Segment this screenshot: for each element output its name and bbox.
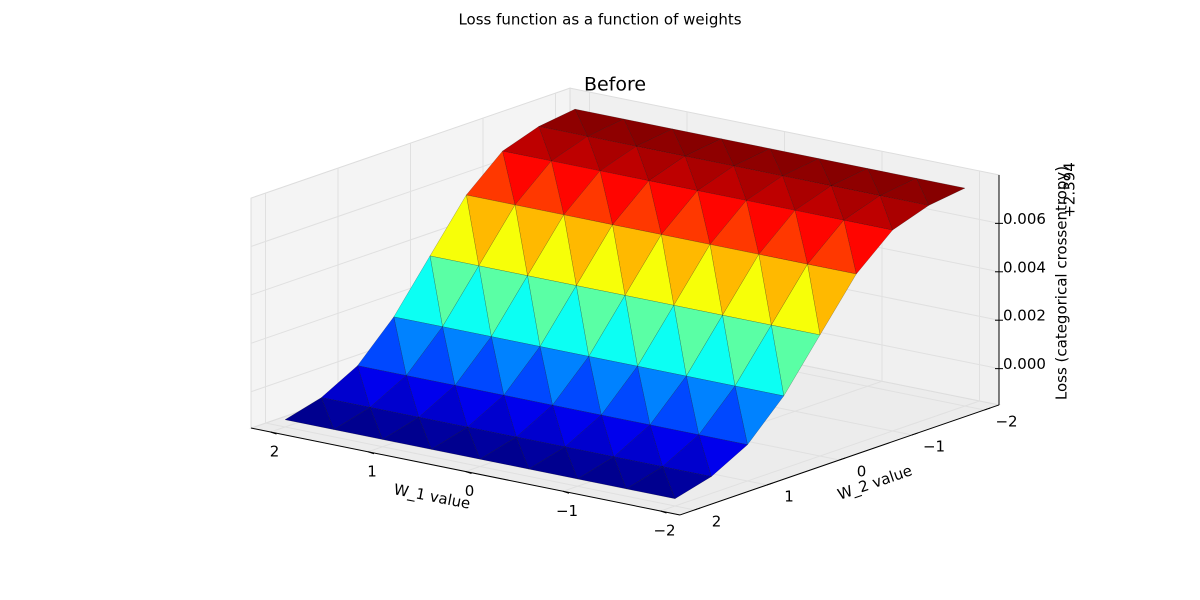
subplot-title: Before (584, 74, 646, 96)
surface-facet (696, 165, 747, 201)
z-offset-text: +2.394 (1061, 162, 1079, 218)
surface-facet (830, 168, 881, 196)
surface-facet (501, 126, 552, 162)
z-tick-label: 0.004 (1003, 258, 1046, 276)
z-tick-label: 0.000 (1003, 355, 1046, 373)
surface-facet (575, 223, 626, 296)
surface-facet (528, 446, 578, 480)
surface-facet (599, 145, 650, 182)
surface-facet (625, 466, 676, 500)
surface-facet (600, 365, 651, 426)
surface-facet (613, 424, 663, 468)
surface-facet (879, 177, 930, 206)
surface-facet (758, 209, 808, 265)
z-tick-label: 0.002 (1003, 307, 1046, 325)
z-tick-label: 0.006 (1003, 210, 1046, 228)
y-tick-label: 0 (857, 462, 867, 480)
x-tick-label: −1 (556, 502, 578, 520)
surface-facet (490, 274, 541, 347)
surface-facet (807, 219, 857, 275)
surface-facet (515, 404, 566, 448)
x-tick-label: 2 (270, 443, 280, 461)
surface-facet (624, 233, 675, 306)
axis-line (679, 404, 1000, 516)
x-axis-label: W_1 value (392, 480, 472, 513)
axis-line (250, 427, 681, 516)
surface-facet (429, 194, 480, 267)
surface-facet (454, 336, 505, 396)
z-axis-label: Loss (categorical crossentropy) (1053, 166, 1071, 400)
surface-facet (586, 118, 637, 147)
y-tick-label: 1 (784, 487, 794, 505)
surface-facet (781, 158, 832, 187)
surface-facet (648, 155, 698, 191)
surface-facet (563, 170, 613, 226)
surface-facet (635, 128, 686, 157)
grid-line (265, 422, 695, 511)
surface-facet (369, 375, 420, 418)
surface-facet (770, 263, 821, 336)
surface-facet (698, 385, 748, 446)
surface-facet (430, 426, 481, 460)
x-tick-label: 1 (367, 462, 377, 480)
surface-facet (538, 108, 588, 137)
x-tick-label: −2 (653, 522, 675, 540)
surface-facet (685, 314, 736, 387)
surface-facet (393, 255, 443, 328)
y-tick-label: 2 (712, 512, 722, 530)
chart-title: Loss function as a function of weights (458, 11, 741, 29)
surface-facet (503, 345, 553, 406)
surface-facet (915, 177, 966, 206)
surface-facet (564, 414, 615, 458)
surface-facet (576, 456, 627, 490)
y-tick-label: −2 (995, 412, 1017, 430)
surface-facet (333, 407, 383, 440)
surface-facet (284, 397, 335, 430)
surface-facet (673, 243, 723, 316)
surface-facet (381, 416, 432, 450)
surface-facet (843, 195, 893, 231)
surface-facet (649, 375, 700, 436)
y-tick-label: −1 (923, 437, 945, 455)
surface-facet (418, 416, 469, 450)
x-tick-label: 0 (465, 482, 475, 500)
surface-facet (794, 185, 845, 221)
surface-facet (807, 263, 857, 336)
y-axis-label: W_2 value (835, 461, 915, 504)
surface (284, 108, 966, 500)
surface-facet (684, 138, 735, 167)
surface-facet (479, 436, 530, 470)
surface-facet (660, 190, 711, 245)
surface-facet (588, 294, 638, 367)
